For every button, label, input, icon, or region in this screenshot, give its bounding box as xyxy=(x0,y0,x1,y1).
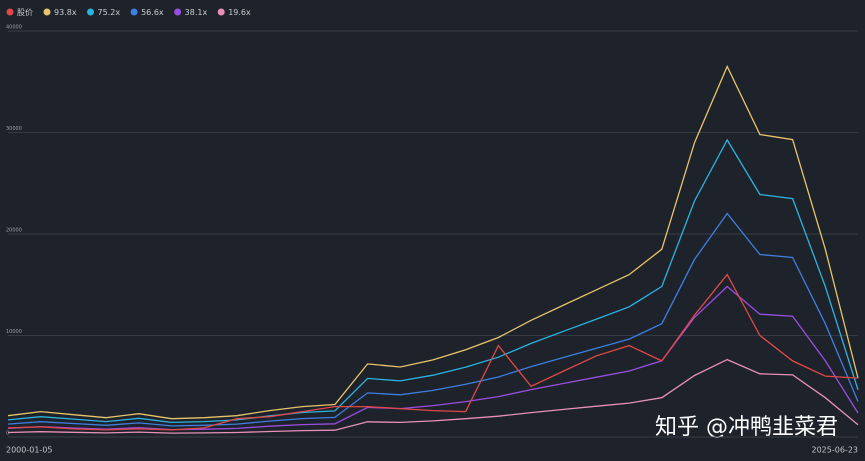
legend-label[interactable]: 股价 xyxy=(17,8,33,17)
legend-marker[interactable] xyxy=(87,8,95,16)
y-tick-label: 10000 xyxy=(6,329,22,335)
legend-marker[interactable] xyxy=(6,8,14,16)
x-tick-label: 2000-01-05 xyxy=(6,446,53,455)
y-tick-label: 40000 xyxy=(6,25,22,31)
y-tick-label: 30000 xyxy=(6,126,22,132)
series-line xyxy=(7,358,859,434)
legend-marker[interactable] xyxy=(217,8,225,16)
series-line xyxy=(7,273,859,431)
legend-label[interactable]: 75.2x xyxy=(98,8,121,17)
series-line xyxy=(7,285,859,431)
x-tick-label: 2025-06-23 xyxy=(812,446,859,455)
legend-label[interactable]: 19.6x xyxy=(228,8,251,17)
series-line xyxy=(7,64,859,420)
legend-label[interactable]: 38.1x xyxy=(185,8,208,17)
legend-label[interactable]: 56.6x xyxy=(141,8,164,17)
y-tick-label: 20000 xyxy=(6,228,22,234)
legend-marker[interactable] xyxy=(130,8,138,16)
legend-marker[interactable] xyxy=(174,8,182,16)
legend-marker[interactable] xyxy=(43,8,51,16)
legend-label[interactable]: 93.8x xyxy=(54,8,77,17)
watermark: 知乎 @冲鸭韭菜君 xyxy=(655,415,838,440)
series-line xyxy=(7,212,859,427)
series-line xyxy=(7,138,859,424)
y-tick-label: 0 xyxy=(6,431,9,437)
